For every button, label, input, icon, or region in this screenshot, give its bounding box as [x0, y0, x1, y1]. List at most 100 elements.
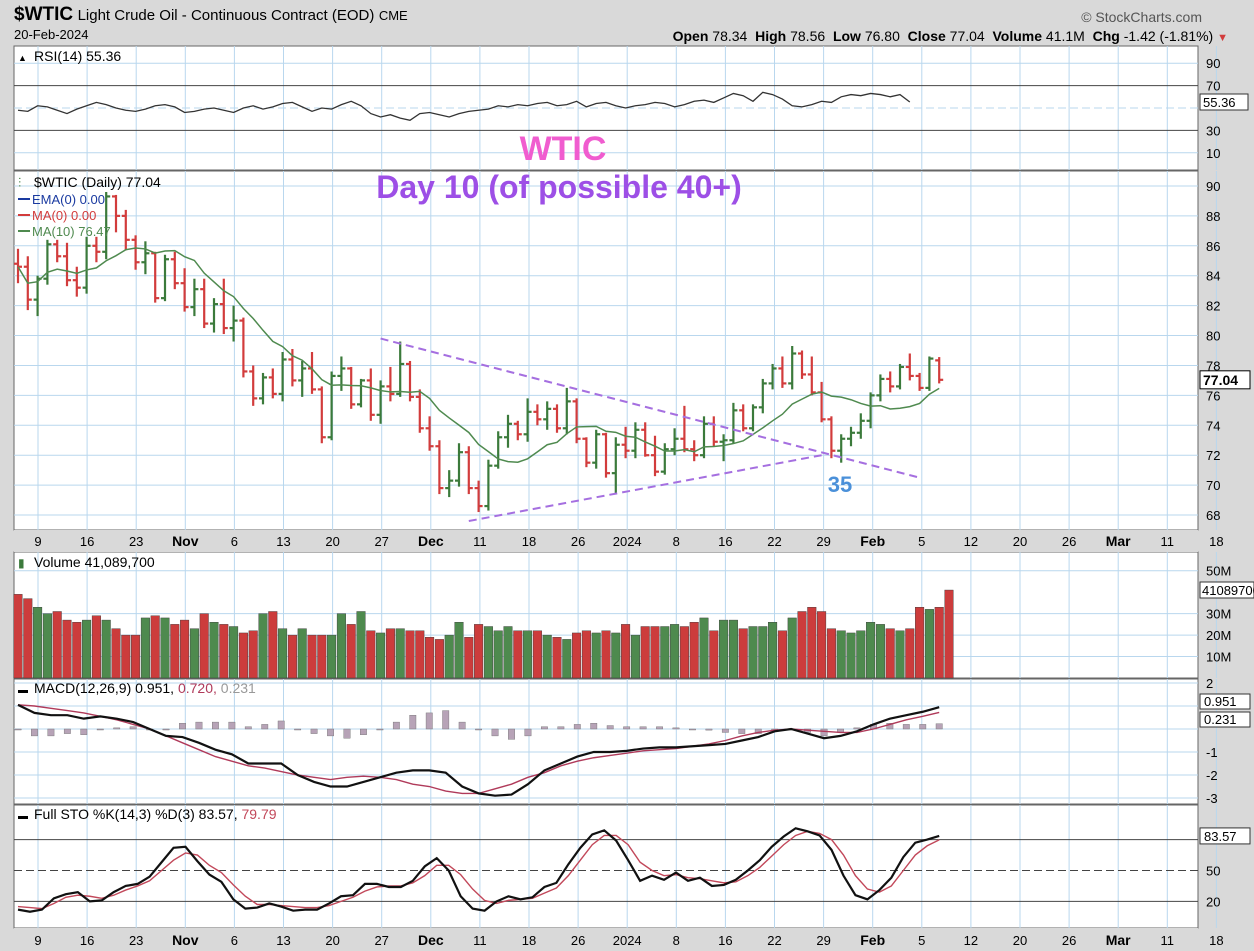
- price-bar: [415, 389, 424, 433]
- volume-bar: [170, 624, 180, 679]
- price-bar: [180, 268, 189, 312]
- price-bar: [82, 236, 91, 294]
- price-tick-label: 86: [1206, 239, 1220, 254]
- macd-histogram-bar: [508, 728, 515, 740]
- price-tick-label: 82: [1206, 299, 1220, 314]
- ticker-symbol[interactable]: $WTIC: [14, 4, 74, 25]
- price-bar: [386, 366, 395, 402]
- price-bar: [121, 209, 130, 251]
- rsi-last-value: 55.36: [1203, 95, 1236, 110]
- macd-histogram-bar: [590, 723, 598, 730]
- price-tick-label: 74: [1206, 418, 1220, 433]
- price-bar: [200, 278, 209, 329]
- volume-bar: [62, 619, 72, 679]
- price-bar: [131, 235, 140, 270]
- date-tick-label: 23: [129, 534, 143, 549]
- volume-bar: [924, 609, 934, 679]
- date-tick-label: Nov: [172, 533, 199, 549]
- volume-bar: [670, 624, 680, 679]
- volume-bar: [395, 628, 405, 679]
- macd-histogram-bar: [524, 728, 532, 737]
- price-bar: [239, 317, 248, 378]
- date-tick-label: 16: [718, 534, 732, 549]
- price-bar: [729, 402, 738, 444]
- price-bar: [435, 440, 444, 495]
- macd-histogram-bar: [656, 726, 663, 730]
- price-bar: [621, 426, 630, 459]
- sto-d-line: [17, 830, 940, 910]
- volume-bar: [111, 628, 121, 679]
- macd-tick-label: 2: [1206, 676, 1213, 691]
- price-bar: [896, 363, 904, 390]
- price-bar: [464, 446, 473, 495]
- sto-tick-label: 50: [1206, 864, 1220, 879]
- price-bar: [249, 365, 258, 406]
- low-value: 76.80: [864, 28, 900, 44]
- price-bar: [259, 372, 267, 405]
- price-bar: [602, 432, 610, 478]
- date-tick-label: Dec: [418, 932, 444, 948]
- volume-bar: [777, 630, 787, 679]
- macd-histogram-bar: [211, 721, 219, 730]
- date-tick-label: 26: [571, 534, 585, 549]
- macd-histogram-bar: [606, 725, 614, 730]
- price-bar: [611, 437, 620, 495]
- price-bar: [43, 239, 52, 285]
- macd-histogram-bar: [179, 723, 186, 730]
- date-tick-label: 20: [1013, 534, 1027, 549]
- date-tick-label: 26: [571, 933, 585, 948]
- date-tick-label: 12: [964, 534, 978, 549]
- rsi-tick-label: 30: [1206, 123, 1220, 138]
- price-bar: [406, 360, 414, 402]
- volume-bar: [748, 626, 758, 679]
- price-bar: [53, 239, 62, 263]
- volume-bar: [307, 634, 317, 679]
- price-bar: [533, 404, 542, 426]
- price-bar: [700, 416, 708, 459]
- annotation-subtitle: Day 10 (of possible 40+): [376, 169, 741, 205]
- date-tick-label: 27: [374, 933, 388, 948]
- price-bar: [553, 404, 561, 433]
- date-tick-label: Feb: [860, 932, 885, 948]
- volume-bar: [787, 617, 797, 679]
- macd-histogram-bar: [310, 728, 318, 734]
- macd-histogram-bar: [902, 724, 910, 730]
- close-label: Close: [907, 28, 946, 44]
- rsi-tick-label: 10: [1206, 146, 1220, 161]
- rsi-tick-label: 70: [1206, 79, 1220, 94]
- price-bar: [749, 404, 757, 432]
- macd-histogram-bar: [886, 723, 894, 730]
- price-bar: [582, 437, 591, 468]
- macd-histogram-bar: [475, 728, 482, 731]
- annotation-title: WTIC: [520, 130, 607, 168]
- price-bar: [719, 434, 728, 462]
- price-bar: [866, 392, 875, 429]
- volume-bar: [630, 634, 640, 679]
- volume-bar: [464, 637, 474, 679]
- date-tick-label: 16: [80, 534, 94, 549]
- volume-bar: [817, 611, 827, 679]
- macd-histogram-bar: [689, 728, 696, 731]
- volume-bar: [474, 624, 484, 679]
- date-tick-label: 20: [325, 534, 339, 549]
- volume-bar: [33, 607, 43, 679]
- price-bar: [543, 401, 552, 430]
- open-value: 78.34: [712, 28, 748, 44]
- volume-bar: [513, 630, 523, 679]
- price-bar: [268, 368, 277, 399]
- chg-value: -1.42 (-1.81%): [1123, 28, 1214, 44]
- price-bar: [504, 414, 512, 448]
- date-tick-label: 2024: [613, 933, 642, 948]
- date-tick-label: 18: [522, 933, 536, 948]
- price-tick-label: 78: [1206, 358, 1220, 373]
- volume-bar: [415, 630, 425, 679]
- macd-histogram-bar: [557, 726, 565, 730]
- date-tick-label: 29: [816, 534, 830, 549]
- price-tick-label: 72: [1206, 448, 1220, 463]
- volume-bar: [797, 611, 807, 679]
- volume-bar: [327, 634, 337, 679]
- volume-bar: [287, 634, 297, 679]
- price-bar: [660, 443, 669, 475]
- macd-histogram-bar: [277, 720, 285, 730]
